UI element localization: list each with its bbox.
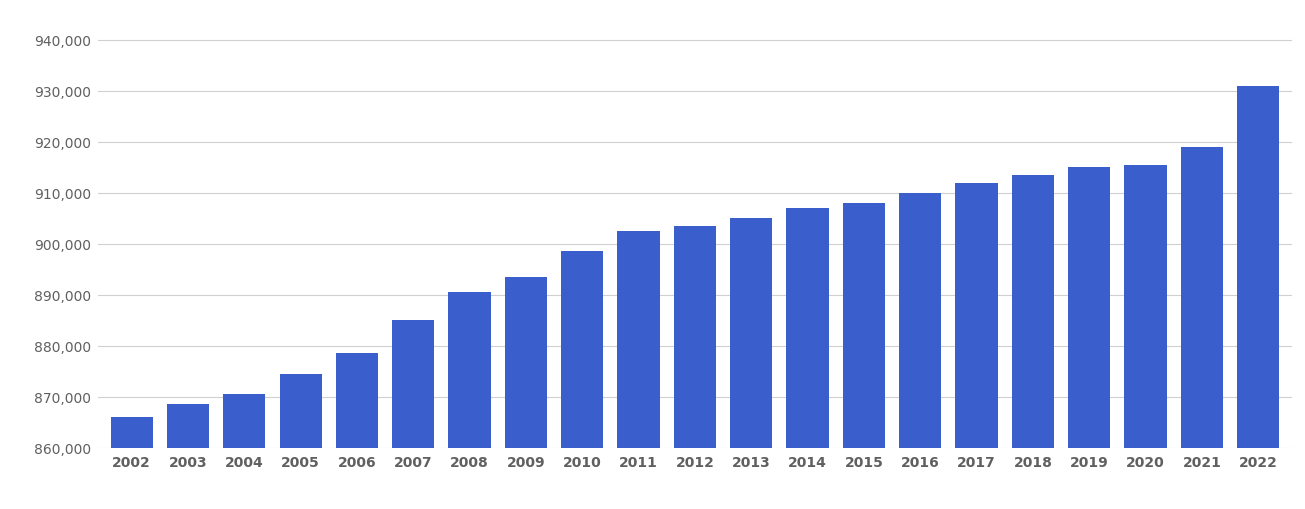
Bar: [673, 227, 716, 509]
Bar: [787, 209, 829, 509]
Bar: [505, 277, 547, 509]
Bar: [729, 219, 773, 509]
Bar: [899, 193, 941, 509]
Bar: [279, 374, 322, 509]
Bar: [1237, 87, 1279, 509]
Bar: [223, 394, 265, 509]
Bar: [1125, 165, 1167, 509]
Bar: [1181, 148, 1223, 509]
Bar: [561, 252, 603, 509]
Bar: [449, 293, 491, 509]
Bar: [335, 354, 378, 509]
Bar: [167, 405, 209, 509]
Bar: [617, 232, 660, 509]
Bar: [111, 417, 153, 509]
Bar: [1011, 176, 1054, 509]
Bar: [393, 321, 435, 509]
Bar: [955, 183, 997, 509]
Bar: [843, 204, 885, 509]
Bar: [1067, 168, 1111, 509]
